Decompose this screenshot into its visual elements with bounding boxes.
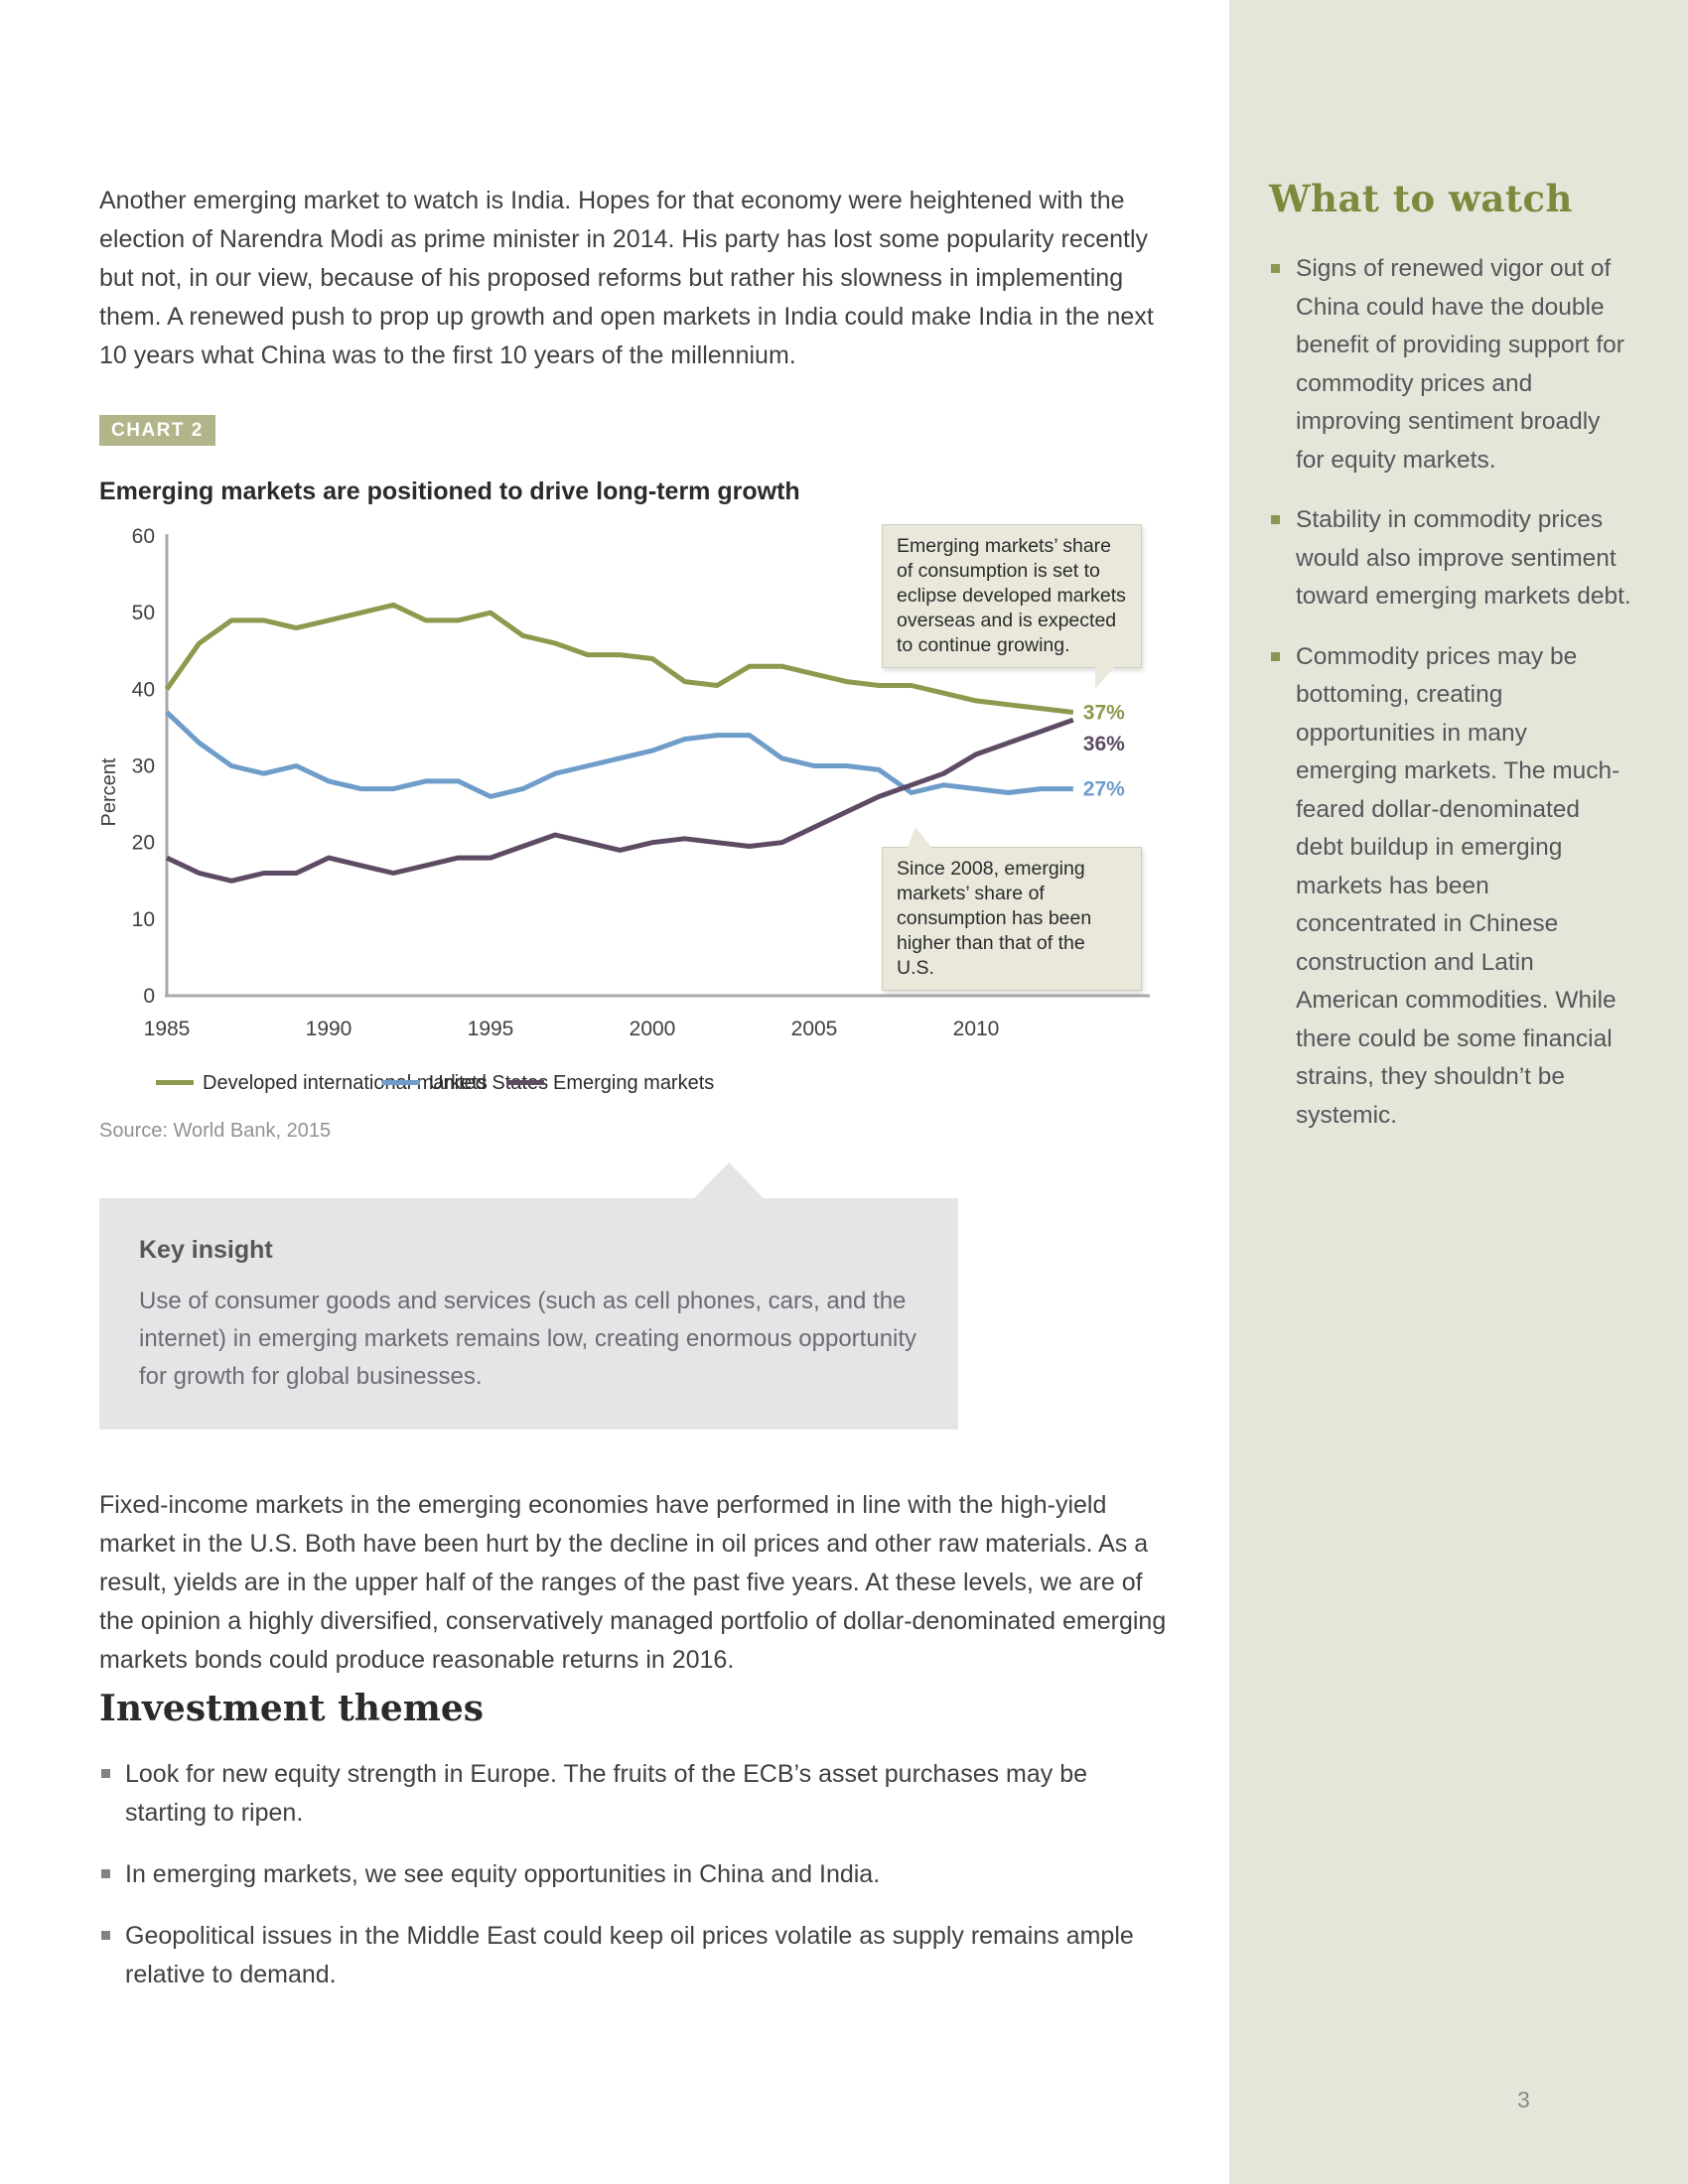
legend-swatch: [382, 1080, 420, 1085]
x-tick-label: 1995: [468, 1018, 514, 1040]
series-end-label: 27%: [1083, 778, 1125, 801]
key-insight-box: Key insight Use of consumer goods and se…: [99, 1162, 958, 1430]
legend-label: Emerging markets: [553, 1072, 715, 1094]
legend-label: Developed international markets: [203, 1072, 488, 1094]
investment-themes-title: Investment themes: [99, 1688, 485, 1729]
y-tick-label: 20: [132, 832, 155, 855]
series-line-developed-international-markets: [164, 602, 1074, 715]
legend-item: Emerging markets: [506, 1072, 714, 1095]
legend-label: United States: [429, 1072, 549, 1094]
chart-callout-top-text: Emerging markets’ share of consumption i…: [897, 535, 1126, 656]
fixed-income-paragraph: Fixed-income markets in the emerging eco…: [99, 1491, 1167, 1674]
legend-item: United States: [382, 1072, 548, 1095]
investment-theme-item: Look for new equity strength in Europe. …: [99, 1755, 1152, 1833]
chart-source: Source: World Bank, 2015: [99, 1120, 332, 1142]
key-insight-pointer: [693, 1162, 765, 1199]
legend-swatch: [506, 1080, 544, 1085]
y-tick-label: 0: [143, 985, 155, 1008]
x-tick-label: 2005: [791, 1018, 838, 1040]
page-number: 3: [1517, 2087, 1530, 2113]
investment-theme-item: Geopolitical issues in the Middle East c…: [99, 1917, 1152, 1994]
callout-pointer-up: [907, 827, 932, 849]
what-to-watch-sidebar: What to watch Signs of renewed vigor out…: [1229, 0, 1688, 2184]
series-end-label: 37%: [1083, 701, 1125, 724]
x-tick-label: 1990: [306, 1018, 352, 1040]
key-insight-body: Use of consumer goods and services (such…: [139, 1288, 917, 1390]
sidebar-bullet: Signs of renewed vigor out of China coul…: [1269, 250, 1633, 479]
investment-theme-item: In emerging markets, we see equity oppor…: [99, 1855, 1152, 1894]
consumption-share-line-chart: 0 10 20 30 40 50 60 1985 1990 1995 2000 2005 2010 Per…: [99, 525, 1150, 1040]
y-axis-title: Percent: [99, 757, 120, 826]
chart-legend: Developed international markets United St…: [99, 1072, 1172, 1102]
y-tick-label: 30: [132, 755, 155, 778]
y-tick-label: 50: [132, 602, 155, 624]
series-line-emerging-markets: [165, 717, 1074, 884]
chart-callout-bottom-text: Since 2008, emerging markets’ share of c…: [897, 858, 1092, 979]
callout-pointer-down: [1095, 666, 1115, 689]
legend-item: Developed international markets: [156, 1072, 488, 1095]
investment-themes-list: Look for new equity strength in Europe. …: [99, 1755, 1152, 2017]
chart-title: Emerging markets are positioned to drive…: [99, 477, 800, 505]
series-end-label: 36%: [1083, 733, 1125, 755]
sidebar-bullet: Stability in commodity prices would also…: [1269, 501, 1633, 616]
y-tick-label: 40: [132, 678, 155, 701]
sidebar-bullet-list: Signs of renewed vigor out of China coul…: [1269, 250, 1633, 1135]
x-tick-label: 1985: [144, 1018, 191, 1040]
key-insight-title: Key insight: [139, 1236, 273, 1264]
chart-area: 0 10 20 30 40 50 60 1985 1990 1995 2000 2005 2010 Per…: [99, 514, 1172, 1055]
y-tick-label: 60: [132, 525, 155, 548]
sidebar-title: What to watch: [1269, 177, 1573, 220]
y-tick-label: 10: [132, 908, 155, 931]
intro-paragraph: Another emerging market to watch is Indi…: [99, 187, 1154, 369]
series-line-united-states: [165, 710, 1073, 799]
x-tick-label: 2000: [630, 1018, 676, 1040]
legend-swatch: [156, 1080, 194, 1085]
chart-callout-top: Emerging markets’ share of consumption i…: [882, 524, 1142, 689]
sidebar-bullet: Commodity prices may be bottoming, creat…: [1269, 638, 1633, 1136]
x-tick-label: 2010: [953, 1018, 1000, 1040]
chart-callout-bottom: Since 2008, emerging markets’ share of c…: [882, 827, 1142, 991]
chart-badge: CHART 2: [99, 415, 215, 446]
